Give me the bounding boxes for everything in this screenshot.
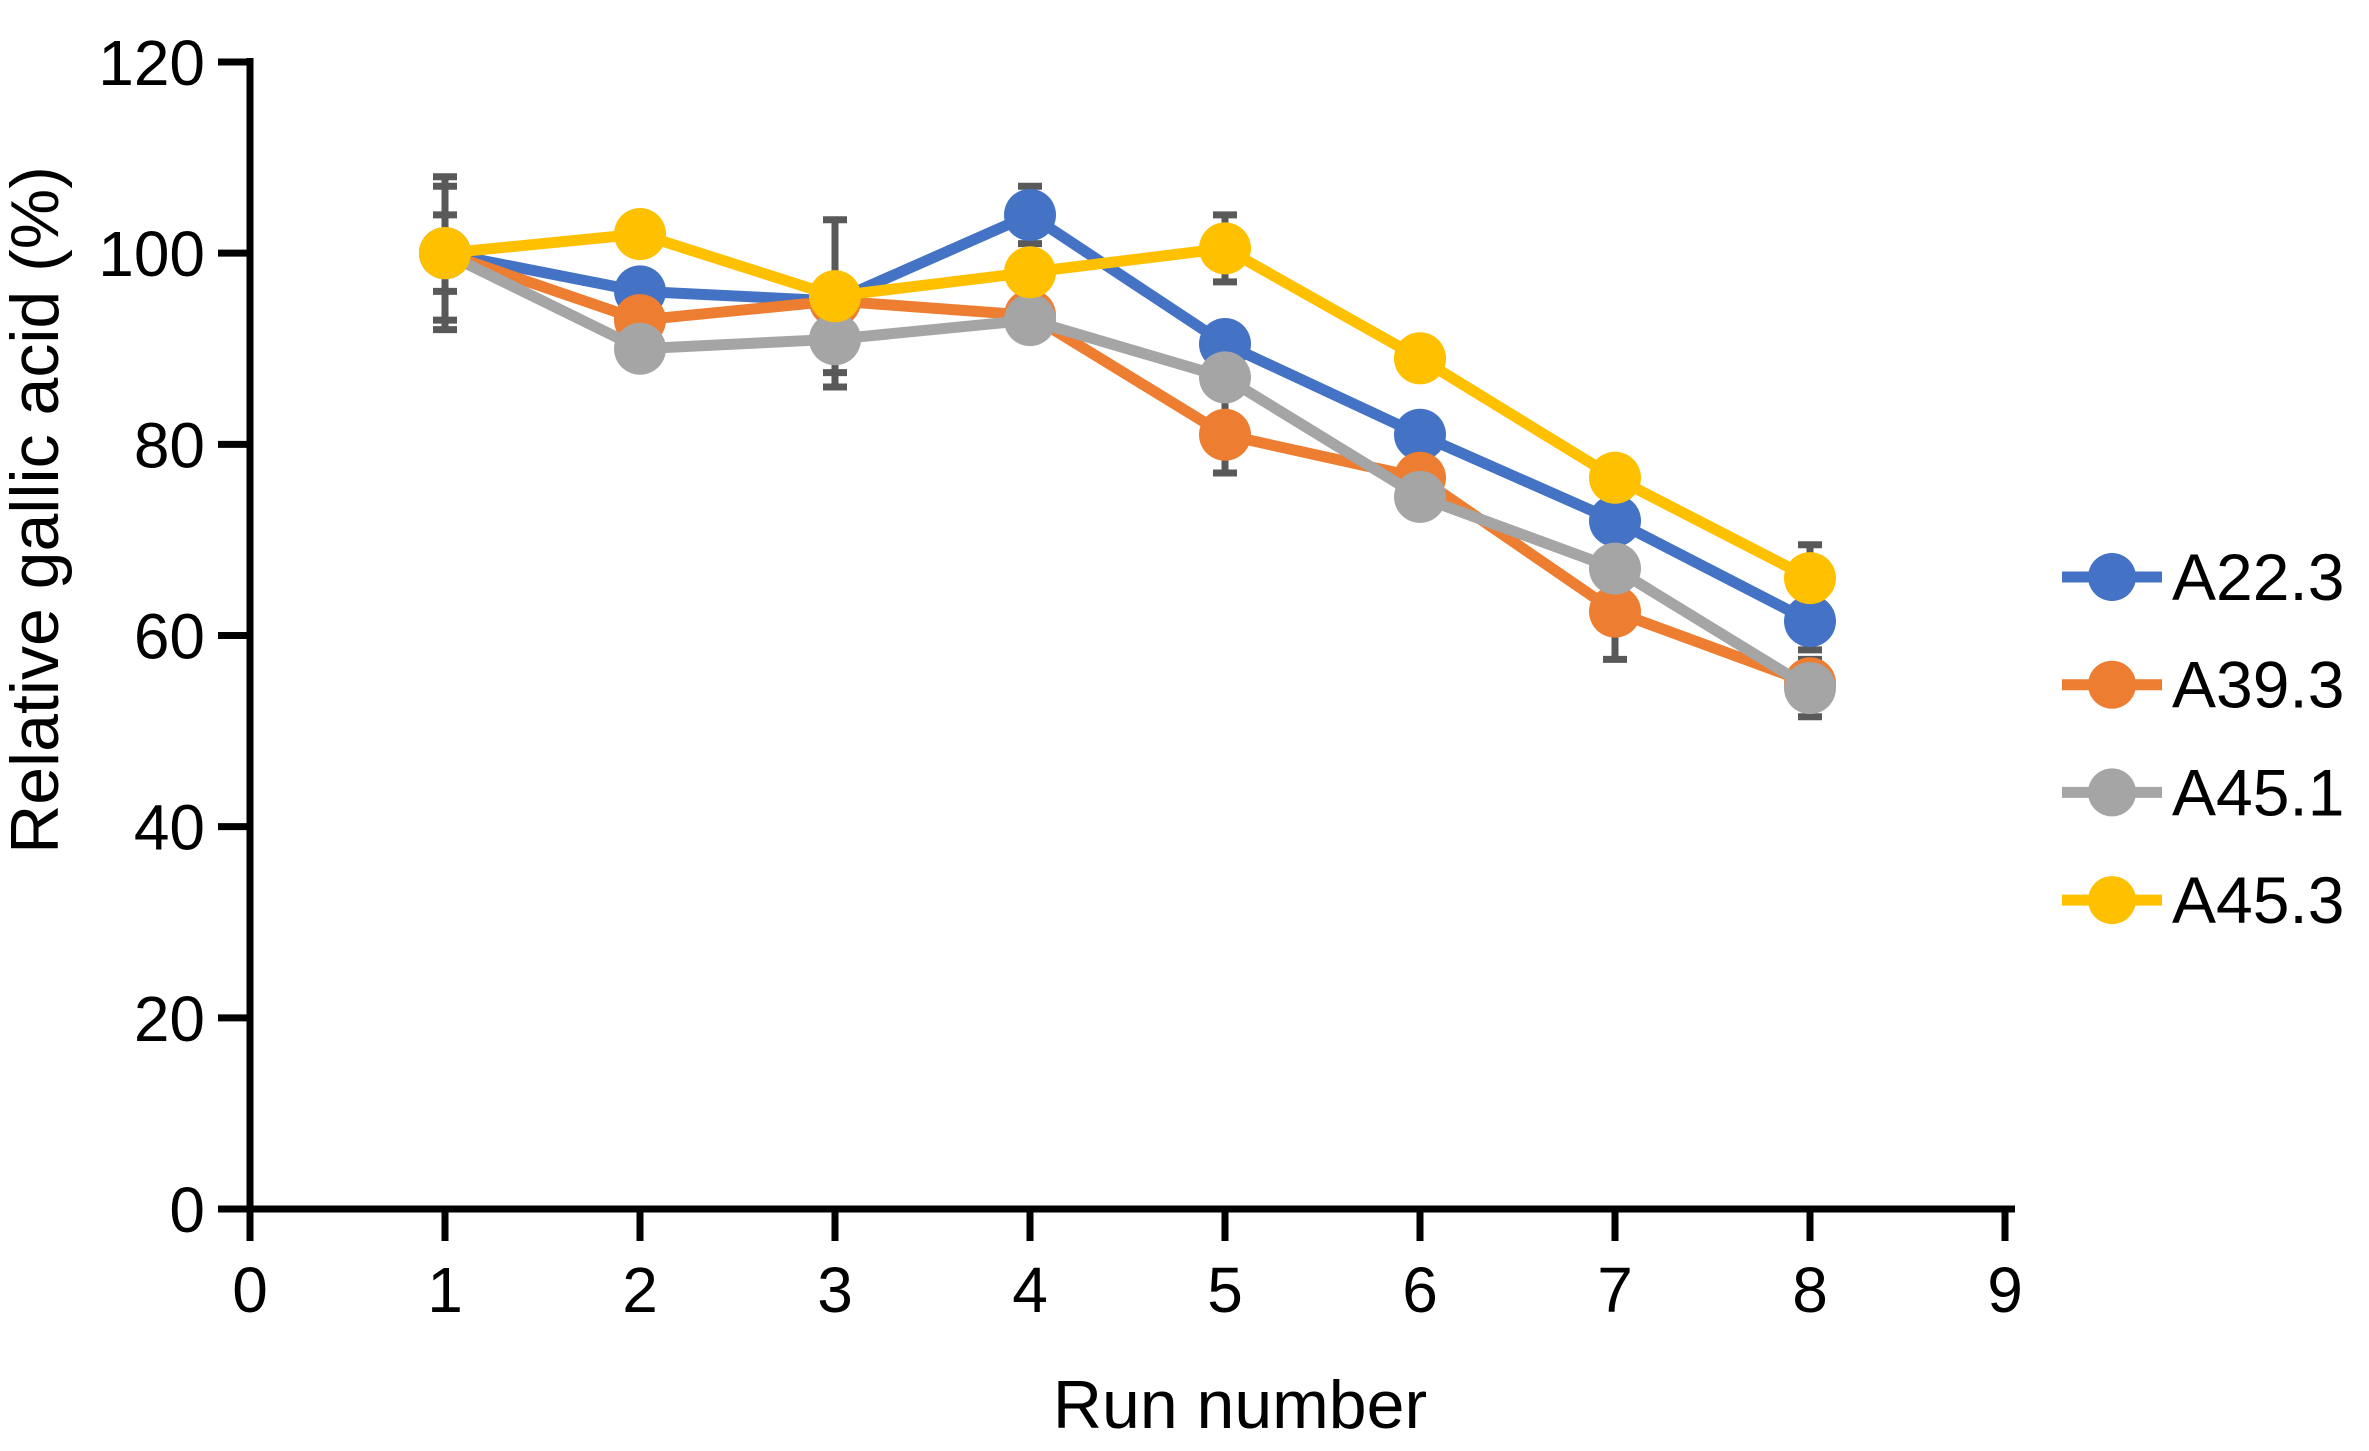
y-tick-label: 100: [98, 218, 205, 290]
marker-A45.1-run-2: [614, 322, 666, 375]
marker-A45.1-run-4: [1004, 294, 1056, 347]
x-tick-label: 0: [232, 1254, 268, 1326]
marker-A22.3-run-4: [1004, 188, 1056, 241]
series-line-A39.3: [439, 247, 1816, 689]
marker-A45.1-run-7: [1589, 542, 1641, 595]
y-tick-label: 120: [98, 27, 205, 99]
marker-A22.3-run-7: [1589, 494, 1641, 547]
series-line-A45.1: [439, 247, 1816, 694]
legend-item-A45.1: A45.1: [2062, 755, 2344, 829]
marker-A39.3-run-5: [1199, 408, 1251, 461]
marker-A45.3-run-7: [1589, 451, 1641, 504]
marker-A39.3-run-7: [1589, 585, 1641, 638]
x-tick-label: 4: [1012, 1254, 1048, 1326]
x-tick-label: 6: [1402, 1254, 1438, 1326]
marker-A45.1-run-5: [1199, 351, 1251, 404]
x-tick-label: 2: [622, 1254, 658, 1326]
legend-label: A45.1: [2172, 755, 2344, 829]
x-tick-label: 7: [1597, 1254, 1633, 1326]
legend-label: A39.3: [2172, 648, 2344, 722]
legend-label: A22.3: [2172, 540, 2344, 614]
marker-A45.3-run-1: [419, 227, 471, 280]
x-tick-label: 8: [1792, 1254, 1828, 1326]
marker-A45.3-run-5: [1199, 222, 1251, 275]
legend-swatch-marker: [2088, 876, 2136, 925]
x-tick-label: 9: [1987, 1254, 2023, 1326]
marker-A45.3-run-2: [614, 208, 666, 261]
legend-swatch-marker: [2088, 553, 2136, 601]
y-tick-label: 20: [134, 983, 205, 1055]
y-tick-label: 80: [134, 409, 205, 481]
marker-A45.3-run-6: [1394, 332, 1446, 385]
marker-A22.3-run-6: [1394, 408, 1446, 461]
x-tick-label: 3: [817, 1254, 853, 1326]
x-axis-title: Run number: [1053, 1367, 1427, 1443]
y-tick-label: 0: [169, 1174, 205, 1246]
legend-swatch-marker: [2088, 768, 2136, 817]
series-line-A45.3: [439, 228, 1816, 584]
y-tick-label: 40: [134, 792, 205, 864]
legend: A22.3 A39.3 A45.1 A45.3: [2062, 540, 2344, 937]
marker-A45.1-run-3: [809, 313, 861, 366]
marker-A45.3-run-3: [809, 270, 861, 323]
marker-A22.3-run-8: [1784, 595, 1836, 648]
marker-A45.1-run-6: [1394, 470, 1446, 523]
x-tick-label: 5: [1207, 1254, 1243, 1326]
y-tick-label: 60: [134, 601, 205, 673]
legend-item-A39.3: A39.3: [2062, 648, 2344, 722]
marker-A45.3-run-4: [1004, 246, 1056, 299]
marker-A45.1-run-8: [1784, 662, 1836, 715]
legend-label: A45.3: [2172, 863, 2344, 937]
y-axis-title: Relative gallic acid (%): [0, 166, 73, 854]
x-tick-label: 1: [427, 1254, 463, 1326]
marker-A45.3-run-8: [1784, 552, 1836, 605]
legend-item-A22.3: A22.3: [2062, 540, 2344, 614]
legend-item-A45.3: A45.3: [2062, 863, 2344, 937]
series-A45.3: [419, 208, 1836, 605]
legend-swatch-marker: [2088, 660, 2136, 709]
series-line-A22.3: [439, 209, 1816, 627]
